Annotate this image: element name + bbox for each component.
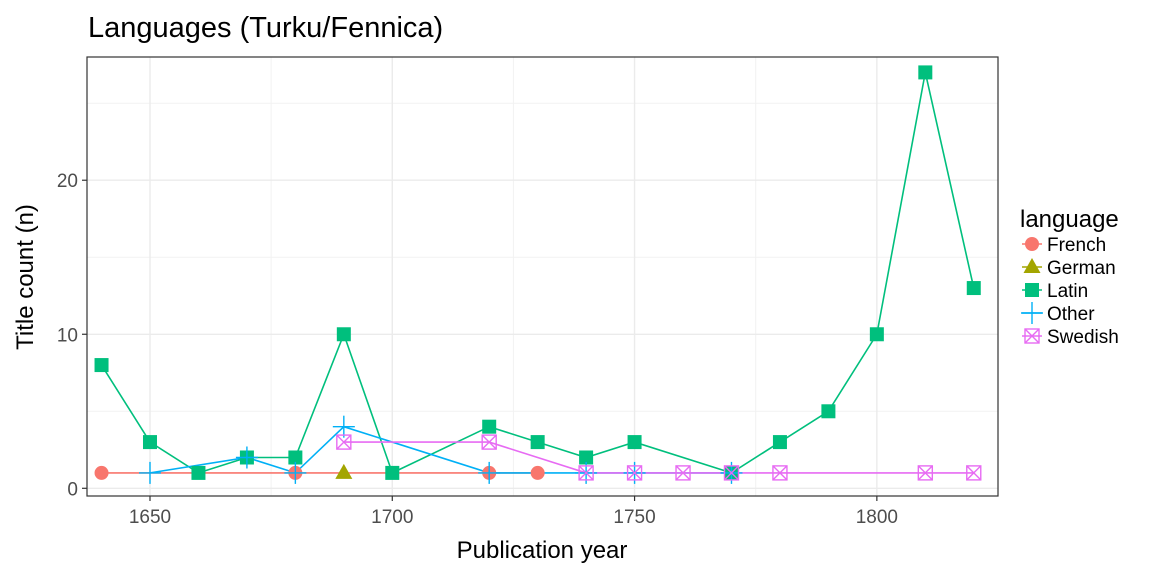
legend-label: German: [1047, 258, 1116, 279]
legend-label: Latin: [1047, 281, 1088, 302]
data-point-latin: [530, 435, 545, 450]
data-point-latin: [191, 465, 206, 480]
data-point-latin: [336, 327, 351, 342]
y-tick-label: 10: [57, 325, 78, 346]
x-tick-label: 1800: [856, 507, 898, 528]
data-point-swedish: [481, 434, 497, 450]
legend-title: language: [1020, 206, 1119, 233]
legend-item-latin: Latin: [1022, 281, 1088, 302]
plot-border: [86, 56, 999, 497]
x-tick-label: 1750: [613, 507, 655, 528]
data-point-german: [335, 463, 353, 479]
x-tick-label: 1700: [371, 507, 413, 528]
legend-label: French: [1047, 235, 1106, 256]
legend-item-other: Other: [1021, 302, 1095, 325]
data-point-latin: [772, 435, 787, 450]
data-point-latin: [918, 65, 933, 80]
data-point-latin: [966, 281, 981, 296]
data-point-latin: [142, 435, 157, 450]
legend-key-latin: [1025, 283, 1039, 297]
legend-key-other: [1021, 302, 1043, 324]
data-point-other: [478, 461, 501, 484]
y-tick-label: 20: [57, 171, 78, 192]
series-points: [94, 65, 982, 484]
legend-item-swedish: Swedish: [1022, 327, 1119, 348]
data-point-latin: [288, 450, 303, 465]
data-point-latin: [579, 450, 594, 465]
data-point-other: [284, 461, 307, 484]
data-point-french: [530, 465, 545, 480]
legend-item-german: German: [1022, 258, 1116, 279]
data-point-swedish: [675, 465, 691, 481]
legend-key-french: [1025, 237, 1039, 251]
plot-background: [87, 57, 998, 496]
data-point-swedish: [336, 434, 352, 450]
grid: [87, 57, 999, 496]
legend-key-german: [1023, 258, 1041, 273]
y-axis-title: Title count (n): [12, 204, 39, 350]
data-point-french: [94, 465, 109, 480]
legend-item-french: French: [1022, 235, 1106, 256]
data-point-latin: [821, 404, 836, 419]
axis-ticks: 1650 1700 1750 1800 0 10 20: [57, 171, 898, 528]
chart-title: Languages (Turku/Fennica): [88, 12, 443, 44]
data-point-swedish: [723, 465, 740, 481]
data-point-other: [138, 461, 161, 484]
data-point-latin: [385, 465, 400, 480]
legend-key-swedish: [1024, 328, 1040, 344]
data-point-swedish: [772, 465, 788, 481]
data-point-latin: [94, 358, 109, 373]
data-point-other: [332, 415, 355, 438]
x-tick-label: 1650: [129, 507, 171, 528]
legend-label: Other: [1047, 304, 1095, 325]
data-point-latin: [627, 435, 642, 450]
data-point-swedish: [626, 465, 643, 481]
data-point-other: [235, 446, 258, 469]
data-point-latin: [482, 419, 497, 434]
data-point-swedish: [917, 465, 934, 481]
data-point-swedish: [578, 465, 594, 481]
y-tick-label: 0: [67, 479, 78, 500]
legend-label: Swedish: [1047, 327, 1119, 348]
data-point-swedish: [966, 465, 982, 481]
x-axis-title: Publication year: [457, 537, 628, 564]
data-point-latin: [869, 327, 884, 342]
